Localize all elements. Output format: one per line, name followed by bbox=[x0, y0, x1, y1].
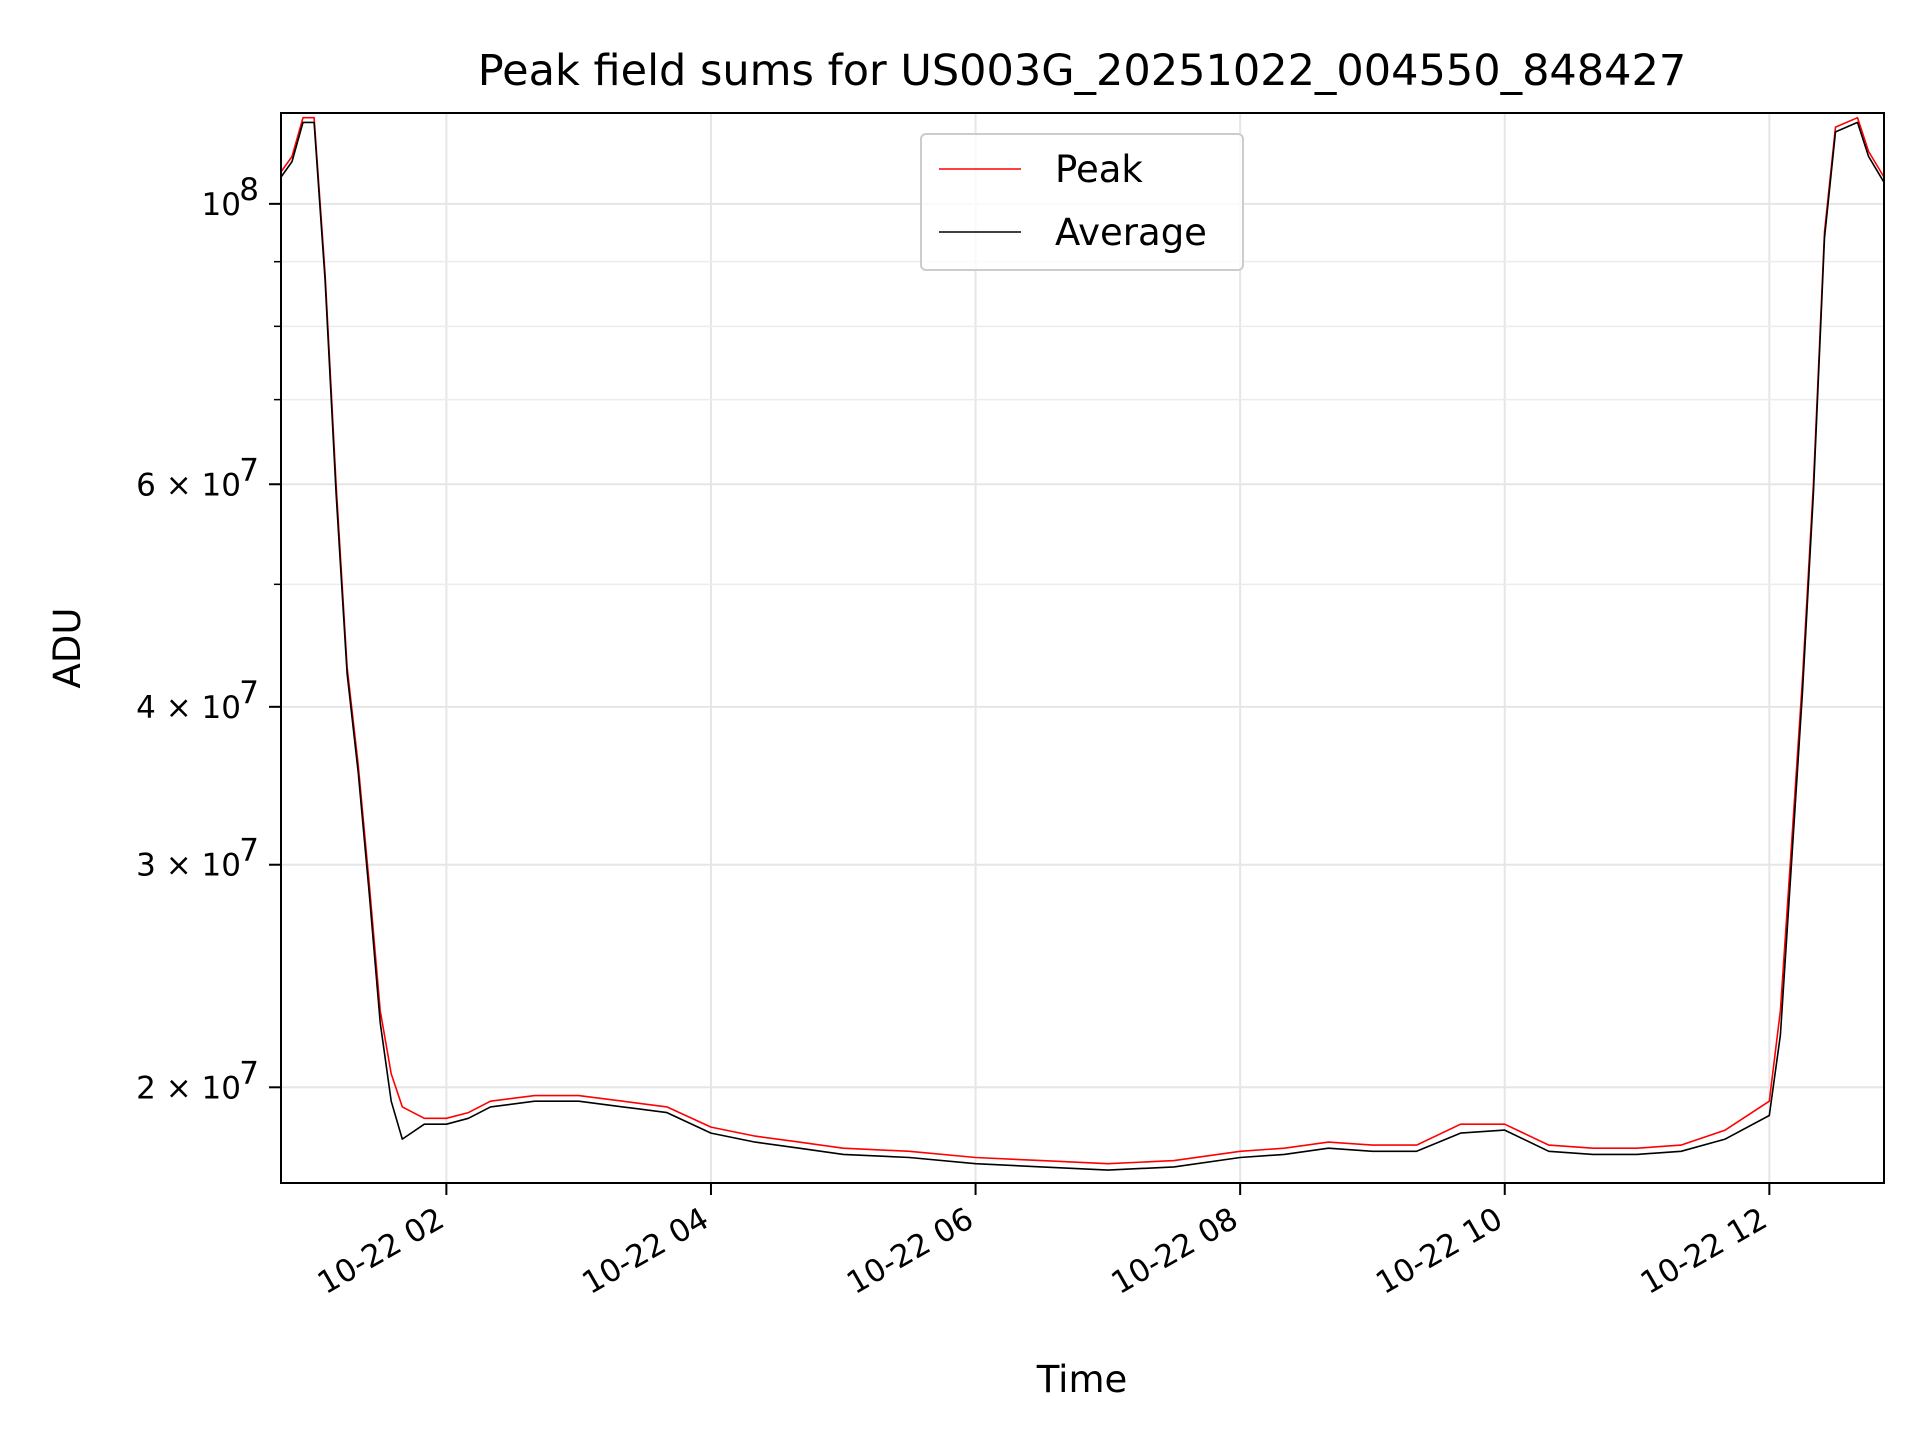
y-tick-exponent: 7 bbox=[239, 452, 259, 488]
y-axis-label: ADU bbox=[46, 608, 89, 689]
legend-box bbox=[920, 133, 1244, 271]
legend-label-peak: Peak bbox=[1055, 148, 1143, 191]
series-layer bbox=[280, 116, 1885, 1171]
x-axis-label: Time bbox=[1036, 1358, 1128, 1401]
y-tick-label: 6 × 10 bbox=[136, 467, 241, 503]
y-tick-exponent: 7 bbox=[239, 675, 259, 711]
y-tick-exponent: 8 bbox=[239, 172, 259, 208]
series-line-average bbox=[280, 121, 1885, 1171]
y-tick-exponent: 7 bbox=[239, 1055, 259, 1091]
y-tick-exponent: 7 bbox=[239, 833, 259, 869]
y-tick-label: 2 × 10 bbox=[136, 1070, 241, 1106]
y-tick-label: 3 × 10 bbox=[136, 848, 241, 884]
chart-title: Peak field sums for US003G_20251022_0045… bbox=[478, 46, 1686, 96]
series-line-peak bbox=[280, 116, 1885, 1165]
y-tick-label: 10 bbox=[202, 187, 241, 223]
legend: Peak Average bbox=[920, 133, 1244, 271]
y-tick-label: 4 × 10 bbox=[136, 690, 241, 726]
legend-label-average: Average bbox=[1055, 211, 1207, 254]
plot-frame bbox=[280, 112, 1885, 1184]
